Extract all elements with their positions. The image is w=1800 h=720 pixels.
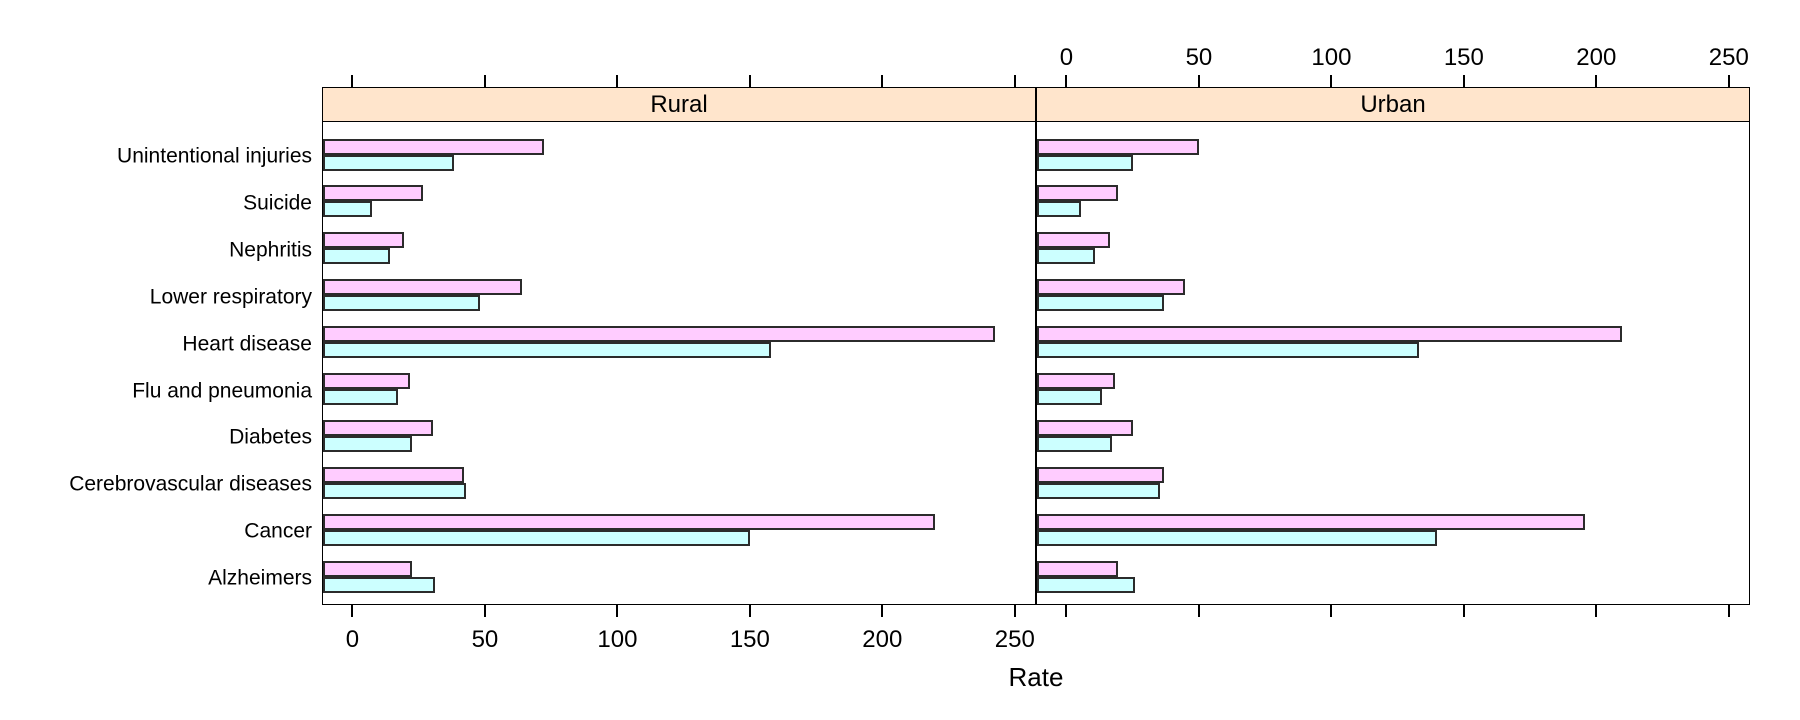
category-label: Cancer — [244, 519, 312, 543]
x-axis-tick-bottom — [1462, 605, 1465, 617]
bar-urban-cyan-bottom-bar — [1037, 295, 1164, 312]
x-axis-tick-bottom — [351, 605, 354, 617]
x-axis-tick-bottom — [1065, 605, 1068, 617]
category-label: Lower respiratory — [149, 285, 312, 309]
category-label: Heart disease — [182, 332, 312, 356]
x-axis-tick-bottom — [1330, 605, 1333, 617]
strip-header-urban: Urban — [1036, 87, 1750, 122]
bar-urban-pink-top-bar — [1037, 513, 1586, 530]
panel-urban — [1036, 122, 1750, 605]
x-axis-tick-label-top: 0 — [1059, 44, 1074, 71]
bar-rural-pink-top-bar — [323, 466, 465, 483]
x-axis-tick-bottom — [483, 605, 486, 617]
x-axis-tick-label-bottom: 100 — [597, 626, 638, 653]
x-axis-tick-top — [1462, 75, 1465, 87]
x-axis-tick-top — [748, 75, 751, 87]
x-axis-tick-bottom — [1197, 605, 1200, 617]
x-axis-tick-label-bottom: 0 — [345, 626, 360, 653]
bar-urban-pink-top-bar — [1037, 419, 1134, 436]
x-axis-tick-top — [1197, 75, 1200, 87]
x-axis-tick-label-top: 200 — [1576, 44, 1617, 71]
bar-urban-cyan-bottom-bar — [1037, 248, 1096, 265]
x-axis-tick-label-top: 250 — [1708, 44, 1749, 71]
bar-urban-cyan-bottom-bar — [1037, 435, 1113, 452]
bar-urban-pink-top-bar — [1037, 279, 1185, 296]
bar-urban-cyan-bottom-bar — [1037, 576, 1135, 593]
bar-rural-pink-top-bar — [323, 185, 424, 202]
bar-urban-pink-top-bar — [1037, 466, 1164, 483]
bar-rural-cyan-bottom-bar — [323, 248, 391, 265]
x-axis-tick-label-top: 100 — [1311, 44, 1352, 71]
category-label: Suicide — [243, 191, 312, 215]
panel-rural — [322, 122, 1036, 605]
x-axis-tick-top — [881, 75, 884, 87]
strip-label-rural: Rural — [650, 90, 708, 118]
x-axis-tick-bottom — [748, 605, 751, 617]
category-label: Unintentional injuries — [117, 144, 312, 168]
bar-urban-cyan-bottom-bar — [1037, 389, 1102, 405]
bar-rural-pink-top-bar — [323, 232, 404, 249]
bar-urban-pink-top-bar — [1037, 138, 1200, 155]
x-axis-tick-bottom — [616, 605, 619, 617]
x-axis-tick-bottom — [1595, 605, 1598, 617]
strip-label-urban: Urban — [1360, 90, 1426, 118]
bar-rural-pink-top-bar — [323, 138, 544, 155]
bar-rural-pink-top-bar — [323, 373, 411, 389]
bar-urban-pink-top-bar — [1037, 560, 1118, 577]
x-axis-tick-label-bottom: 150 — [729, 626, 770, 653]
bar-rural-cyan-bottom-bar — [323, 482, 466, 499]
x-axis-tick-top — [1727, 75, 1730, 87]
x-axis-tick-top — [1065, 75, 1068, 87]
x-axis-tick-label-bottom: 200 — [862, 626, 903, 653]
x-axis-title: Rate — [1008, 662, 1064, 692]
strip-header-rural: Rural — [322, 87, 1036, 122]
bar-rural-cyan-bottom-bar — [323, 342, 771, 359]
bar-urban-pink-top-bar — [1037, 185, 1118, 202]
bar-urban-pink-top-bar — [1037, 373, 1115, 389]
x-axis-tick-bottom — [881, 605, 884, 617]
x-axis-tick-top — [483, 75, 486, 87]
category-label: Diabetes — [229, 425, 312, 449]
x-axis-tick-top — [1595, 75, 1598, 87]
bar-rural-pink-top-bar — [323, 560, 412, 577]
bar-urban-pink-top-bar — [1037, 232, 1110, 249]
bar-rural-pink-top-bar — [323, 326, 996, 343]
bar-rural-cyan-bottom-bar — [323, 295, 481, 312]
bar-rural-cyan-bottom-bar — [323, 576, 436, 593]
x-axis-tick-label-top: 50 — [1185, 44, 1213, 71]
x-axis-tick-bottom — [1013, 605, 1016, 617]
x-axis-tick-top — [351, 75, 354, 87]
x-axis-tick-label-top: 150 — [1443, 44, 1484, 71]
bar-rural-pink-top-bar — [323, 419, 433, 436]
category-label: Flu and pneumonia — [132, 379, 312, 402]
category-label: Alzheimers — [208, 566, 312, 590]
category-label: Nephritis — [229, 238, 312, 262]
bar-urban-cyan-bottom-bar — [1037, 201, 1081, 218]
bar-rural-cyan-bottom-bar — [323, 201, 372, 218]
category-label: Cerebrovascular diseases — [69, 472, 312, 496]
bar-rural-cyan-bottom-bar — [323, 154, 454, 171]
bar-urban-cyan-bottom-bar — [1037, 529, 1438, 546]
x-axis-tick-label-bottom: 50 — [471, 626, 499, 653]
x-axis-tick-top — [1013, 75, 1016, 87]
x-axis-tick-label-bottom: 250 — [994, 626, 1035, 653]
bar-urban-cyan-bottom-bar — [1037, 482, 1160, 499]
bar-urban-pink-top-bar — [1037, 326, 1623, 343]
x-axis-tick-top — [1330, 75, 1333, 87]
x-axis-tick-bottom — [1727, 605, 1730, 617]
bar-rural-cyan-bottom-bar — [323, 435, 412, 452]
bar-rural-cyan-bottom-bar — [323, 529, 750, 546]
bar-urban-cyan-bottom-bar — [1037, 342, 1419, 359]
bar-rural-cyan-bottom-bar — [323, 389, 399, 405]
bar-rural-pink-top-bar — [323, 513, 935, 530]
x-axis-tick-top — [616, 75, 619, 87]
bar-rural-pink-top-bar — [323, 279, 523, 296]
bar-urban-cyan-bottom-bar — [1037, 154, 1134, 171]
